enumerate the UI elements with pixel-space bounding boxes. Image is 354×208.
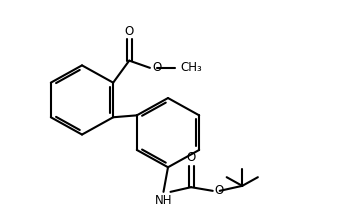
Text: O: O bbox=[215, 184, 224, 197]
Text: CH₃: CH₃ bbox=[180, 61, 202, 74]
Text: NH: NH bbox=[155, 194, 172, 207]
Text: O: O bbox=[187, 151, 196, 164]
Text: O: O bbox=[152, 61, 161, 74]
Text: O: O bbox=[125, 25, 134, 38]
